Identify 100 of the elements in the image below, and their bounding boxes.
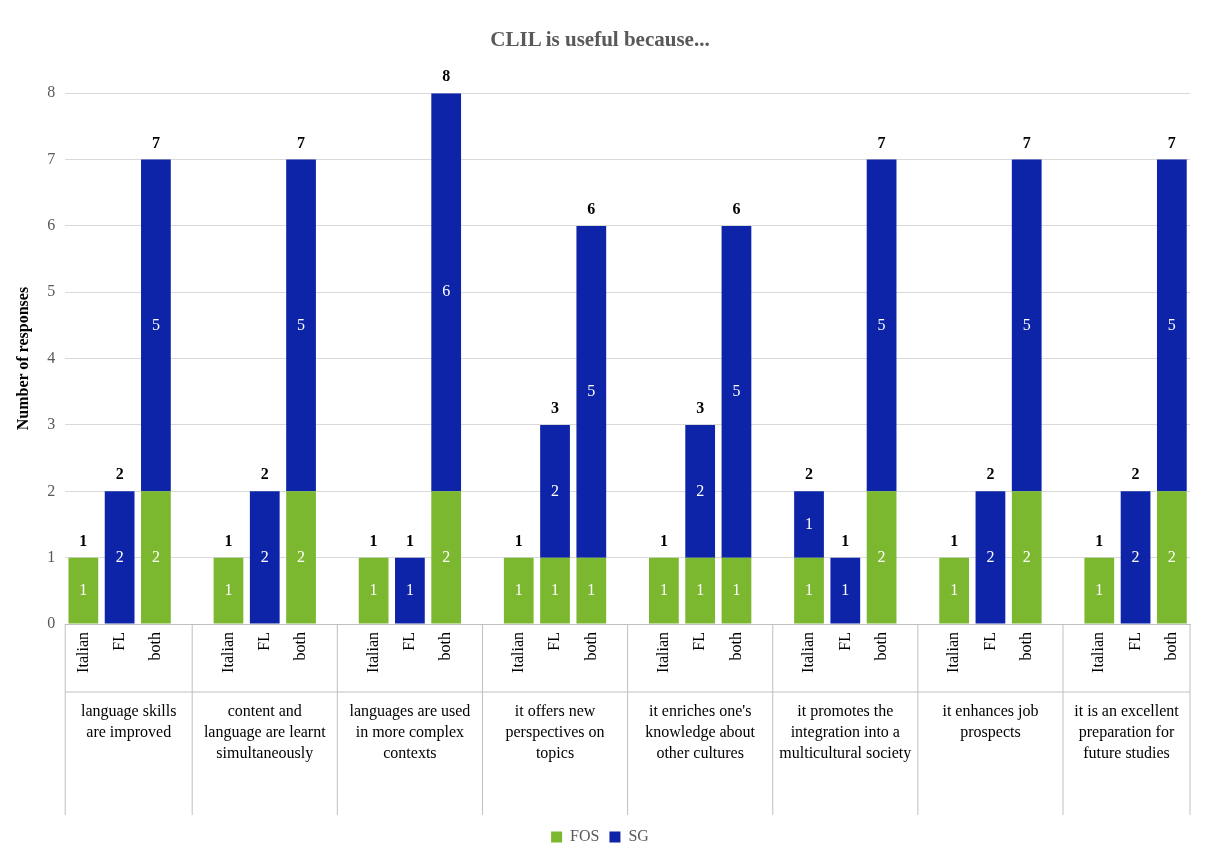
data-label: 2 (1167, 547, 1176, 565)
bar (286, 159, 316, 492)
y-tick-label: 8 (47, 83, 56, 101)
data-label: 1 (514, 580, 523, 598)
x-tick-label: both (291, 632, 309, 661)
bar (1156, 159, 1187, 492)
bar (1011, 159, 1042, 492)
total-label: 1 (79, 531, 88, 549)
data-label: 1 (551, 580, 560, 598)
total-label: 7 (297, 133, 306, 151)
data-label: 2 (986, 547, 995, 565)
total-label: 1 (369, 531, 378, 549)
y-tick-label: 7 (47, 149, 56, 167)
y-tick-label: 1 (47, 547, 56, 565)
total-label: 7 (151, 133, 160, 151)
bar (540, 557, 570, 624)
data-label: 5 (1022, 315, 1031, 333)
x-tick-label: both (871, 632, 889, 661)
x-tick-label: FL (254, 632, 272, 651)
bar (540, 424, 570, 558)
x-tick-label: Italian (508, 632, 526, 673)
bar (794, 557, 824, 624)
x-tick-label: Italian (218, 632, 236, 673)
legend-label: FOS (570, 827, 600, 845)
bar (721, 557, 752, 624)
bar (503, 557, 534, 624)
bar (395, 557, 425, 624)
total-label: 2 (986, 465, 995, 483)
text: it promotes the integration into a multicultural society (779, 702, 912, 763)
x-tick-label: FL (835, 632, 853, 651)
data-label: 5 (297, 315, 306, 333)
data-label: 5 (151, 315, 160, 333)
y-tick-label: 3 (47, 415, 56, 433)
total-label: 2 (260, 465, 269, 483)
bar (1120, 491, 1151, 624)
legend-label: SG (628, 827, 650, 845)
text: it enhances job prospects (942, 702, 1039, 742)
x-tick-label: Italian (363, 632, 381, 673)
bar (576, 225, 607, 558)
data-label: 2 (442, 547, 451, 565)
bar (431, 93, 462, 492)
x-tick-label: Italian (654, 632, 672, 673)
data-label: 2 (551, 481, 560, 499)
data-label: 1 (79, 580, 88, 598)
x-tick-label: FL (980, 632, 998, 651)
x-tick-label: FL (545, 632, 563, 651)
x-tick-label: Italian (73, 632, 91, 673)
data-label: 5 (877, 315, 886, 333)
bar (104, 491, 135, 624)
bar (249, 491, 280, 624)
bar (1156, 491, 1187, 624)
data-label: 1 (224, 580, 233, 598)
text: language skills are improved (80, 702, 177, 742)
bar (431, 491, 462, 624)
y-tick-label: 6 (47, 216, 56, 234)
data-label: 1 (1095, 580, 1104, 598)
x-tick-label: Italian (799, 632, 817, 673)
data-label: 1 (405, 580, 414, 598)
data-label: 2 (696, 481, 705, 499)
y-tick-label: 4 (47, 348, 56, 366)
bar (866, 159, 897, 492)
bar (939, 557, 970, 624)
data-label: 2 (297, 547, 306, 565)
bar (649, 557, 679, 624)
x-tick-label: Italian (944, 632, 962, 673)
x-tick-label: both (1162, 632, 1180, 661)
y-tick-label: 2 (47, 481, 56, 499)
bar (286, 491, 316, 624)
bar (141, 159, 171, 492)
y-tick-label: 5 (47, 282, 56, 300)
bar (1011, 491, 1042, 624)
total-label: 3 (696, 399, 705, 417)
bar (213, 557, 244, 624)
text: it enriches one's knowledge about other cultures (645, 702, 756, 762)
data-label: 1 (950, 580, 959, 598)
x-tick-label: both (436, 632, 454, 661)
data-label: 6 (442, 282, 451, 300)
total-label: 6 (732, 200, 741, 218)
data-label: 5 (732, 381, 741, 399)
x-tick-label: Italian (1089, 632, 1107, 673)
x-tick-label: both (146, 632, 164, 661)
x-tick-label: FL (109, 632, 127, 651)
data-label: 1 (587, 580, 596, 598)
bar (721, 225, 752, 558)
bar (685, 557, 716, 624)
bar (866, 491, 897, 624)
total-label: 1 (224, 531, 233, 549)
data-label: 1 (659, 580, 668, 598)
chart-title: CLIL is useful because... (490, 27, 710, 52)
data-label: 2 (1022, 547, 1031, 565)
total-label: 1 (1095, 531, 1104, 549)
bar (1084, 557, 1115, 624)
data-label: 2 (1131, 547, 1140, 565)
data-label: 5 (587, 381, 596, 399)
text: languages are used in more complex contexts (349, 702, 471, 762)
data-label: 1 (369, 580, 378, 598)
total-label: 1 (514, 531, 523, 549)
total-label: 1 (659, 531, 668, 549)
total-label: 1 (950, 531, 959, 549)
data-label: 5 (1167, 315, 1176, 333)
